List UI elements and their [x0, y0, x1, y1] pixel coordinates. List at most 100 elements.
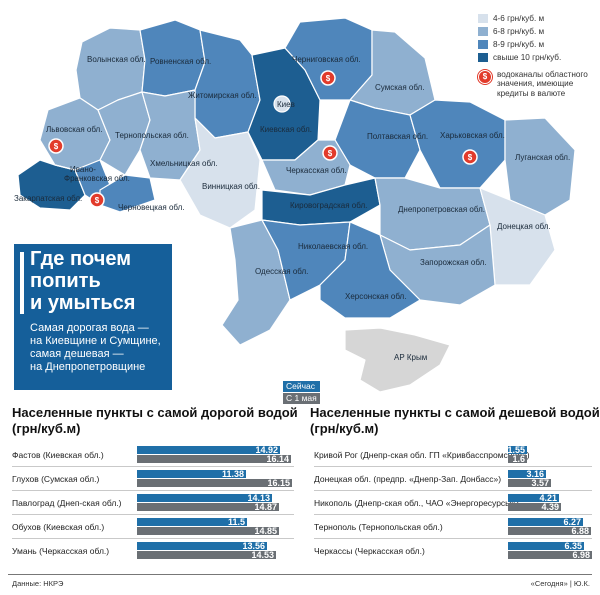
category-label: Обухов (Киевская обл.)	[12, 522, 105, 532]
category-label: Черкассы (Черкасская обл.)	[314, 546, 425, 556]
label-sumy: Сумская обл.	[375, 83, 424, 92]
bar-may	[508, 503, 561, 511]
coin-dollar: $	[328, 149, 333, 158]
bar-now	[137, 446, 280, 454]
bar-value-label: 14.53	[251, 550, 274, 560]
row-divider	[12, 466, 294, 467]
label-vinnytsia: Винницкая обл.	[202, 182, 260, 191]
bar-value-label: 13.56	[242, 541, 265, 551]
label-ivano-frankivsk-1: Ивано-	[70, 165, 96, 174]
chart-title-expensive: Населенные пункты с самой дорогой водой …	[12, 405, 298, 436]
legend-coin-label: водоканалы областного значения, имеющие …	[497, 70, 588, 98]
legend-item: 8-9 грн/куб. м	[478, 38, 596, 51]
region-vinnytsia	[179, 117, 261, 229]
label-kyiv-city: Киев	[277, 100, 295, 109]
row-divider	[314, 490, 592, 491]
label-luhansk: Луганская обл.	[515, 153, 570, 162]
label-donetsk: Донецкая обл.	[497, 222, 551, 231]
bar-value-label: 14.92	[255, 445, 278, 455]
coin-dollar: $	[95, 196, 100, 205]
credit-text: «Сегодня» | Ю.К.	[530, 579, 590, 588]
source-text: Данные: НКРЭ	[12, 579, 64, 588]
label-ivano-frankivsk-2: Франковская обл.	[64, 174, 130, 183]
bar-now	[137, 518, 247, 526]
bar-now	[137, 494, 272, 502]
headline-title: Где почем попить и умыться	[30, 248, 136, 314]
bar-now	[508, 470, 546, 478]
bar-now	[508, 446, 527, 454]
category-label: Умань (Черкасская обл.)	[12, 546, 110, 556]
bar-value-label: 3.16	[526, 469, 544, 479]
label-chernivtsi: Черновецкая обл.	[118, 203, 185, 212]
legend-label: 4-6 грн/куб. м	[493, 13, 545, 23]
chart-title-cheap: Населенные пункты с самой дешевой водой …	[310, 405, 600, 436]
bar-chart-legend: Сейчас С 1 мая	[283, 381, 320, 405]
label-ternopil: Тернопольская обл.	[115, 131, 189, 140]
map-legend: 4-6 грн/куб. м 6-8 грн/куб. м 8-9 грн/куб.…	[478, 12, 596, 98]
category-label: Тернополь (Тернопольская обл.)	[314, 522, 443, 532]
legend-swatch	[478, 27, 488, 36]
dollar-coin-icon: $	[478, 70, 492, 84]
coin-dollar: $	[326, 74, 331, 83]
bar-value-label: 16.14	[266, 454, 289, 464]
bar-now	[137, 470, 246, 478]
ukraine-map: $ $ $ $ $ Волынская обл. Ровненская обл.…	[14, 17, 576, 393]
label-poltava: Полтавская обл.	[367, 132, 428, 141]
legend-may: С 1 мая	[283, 393, 320, 404]
bar-value-label: 16.15	[267, 478, 290, 488]
legend-label: 6-8 грн/куб. м	[493, 26, 545, 36]
row-divider	[314, 538, 592, 539]
label-dnipro: Днепропетровская обл.	[398, 205, 485, 214]
label-lviv: Львовская обл.	[46, 125, 102, 134]
category-label: Павлоград (Днеп-ская обл.)	[12, 498, 122, 508]
legend-item: 6-8 грн/куб. м	[478, 25, 596, 38]
label-odesa: Одесская обл.	[255, 267, 308, 276]
bar-may	[508, 455, 527, 463]
region-kherson	[319, 221, 421, 319]
category-label: Глухов (Сумская обл.)	[12, 474, 100, 484]
legend-item: 4-6 грн/куб. м	[478, 12, 596, 25]
legend-now: Сейчас	[283, 381, 320, 392]
bar-value-label: 4.21	[539, 493, 557, 503]
headline-box: Где почем попить и умыться Самая дорогая…	[14, 244, 172, 390]
bar-value-label: 1.55	[507, 445, 525, 455]
bar-value-label: 14.85	[254, 526, 277, 536]
bar-may	[508, 527, 591, 535]
label-chernihiv: Черниговская обл.	[292, 55, 361, 64]
label-zakarpattia: Закарпатская обл.	[14, 194, 82, 203]
label-khmelnytsky: Хмельницкая обл.	[150, 159, 218, 168]
bar-value-label: 4.39	[541, 502, 559, 512]
coin-dollar: $	[54, 142, 59, 151]
label-crimea: АР Крым	[394, 353, 427, 362]
headline-accent-bar	[20, 252, 24, 314]
region-luhansk	[504, 117, 576, 216]
bar-now	[508, 518, 583, 526]
row-divider	[12, 514, 294, 515]
category-label: Донецкая обл. (предпр. «Днепр-Зап. Донба…	[314, 474, 502, 484]
coin-dollar: $	[468, 153, 473, 162]
category-label: Фастов (Киевская обл.)	[12, 450, 104, 460]
bar-may	[137, 479, 292, 487]
bar-may	[137, 527, 279, 535]
headline-subtitle: Самая дорогая вода — на Киевщине и Сумщи…	[30, 322, 161, 373]
bar-value-label: 14.13	[247, 493, 270, 503]
label-cherkasy: Черкасская обл.	[286, 166, 347, 175]
bar-now	[508, 542, 584, 550]
region-kharkiv	[409, 99, 506, 189]
label-kyiv-obl: Киевская обл.	[260, 125, 312, 134]
bar-value-label: 3.57	[531, 478, 549, 488]
label-zhytomyr: Житомирская обл.	[188, 91, 257, 100]
bar-value-label: 11.5	[227, 517, 245, 527]
label-rivne: Ровненская обл.	[150, 57, 211, 66]
legend-swatch	[478, 40, 488, 49]
legend-label: свыше 10 грн/куб.	[493, 52, 562, 62]
label-kirovohrad: Кировоградская обл.	[290, 201, 367, 210]
row-divider	[12, 538, 294, 539]
bar-now	[137, 542, 267, 550]
bar-may	[137, 455, 291, 463]
footer-divider	[8, 574, 592, 575]
coin-markers	[48, 70, 478, 208]
legend-label: 8-9 грн/куб. м	[493, 39, 545, 49]
region-crimea	[344, 327, 451, 393]
label-mykolaiv: Николаевская обл.	[298, 242, 368, 251]
